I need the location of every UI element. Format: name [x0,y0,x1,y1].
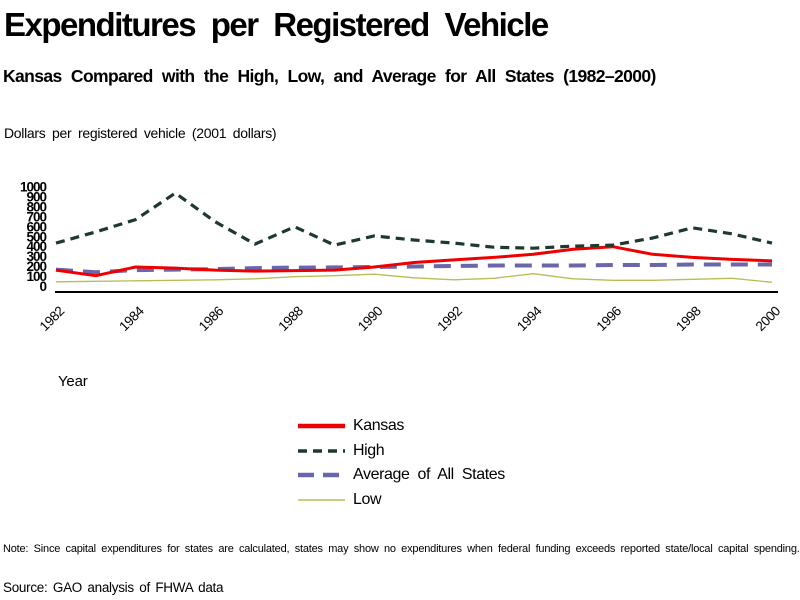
legend-swatch-high [298,449,345,453]
legend-swatch-kansas [298,424,345,429]
x-tick-label: 1990 [355,304,385,334]
page-title: Expenditures per Registered Vehicle [4,6,549,43]
x-tick-label: 1996 [594,304,624,334]
y-tick-label: 600 [26,219,46,234]
x-tick-label: 1994 [514,303,545,334]
y-tick-label: 0 [39,279,46,294]
y-tick-label: 1000 [20,180,47,195]
y-tick-label: 300 [26,249,46,264]
series-line-kansas [55,245,773,278]
footnote-text: Note: Since capital expenditures for sta… [3,543,800,555]
y-tick-label: 100 [26,269,46,284]
legend-label-high: High [353,441,385,459]
source-text: Source: GAO analysis of FHWA data [3,580,224,595]
y-tick-label: 500 [26,229,46,244]
x-tick-label: 1992 [434,304,464,334]
x-tick-label: 1988 [275,304,305,334]
x-tick-label: 1982 [37,304,67,334]
legend-label-low: Low [353,490,382,508]
legend-item-high: High [298,439,505,464]
legend-swatch-low [298,499,345,501]
page-subtitle: Kansas Compared with the High, Low, and … [3,66,656,86]
legend-label-kansas: Kansas [353,417,404,435]
y-tick-label: 700 [26,209,46,224]
legend-item-kansas: Kansas [298,414,505,439]
y-tick-label: 200 [26,259,46,274]
x-tick-label: 2000 [753,304,783,334]
legend-item-low: Low [298,488,505,513]
chart-legend: Kansas High Average of All States Low [298,414,505,512]
x-tick-label: 1986 [196,304,226,334]
legend-swatch-average [298,473,345,478]
y-tick-label: 400 [26,239,46,254]
x-tick-label: 1998 [673,304,703,334]
series-line-low [55,273,773,283]
legend-label-average: Average of All States [353,466,505,484]
x-axis-label: Year [58,373,88,390]
y-tick-label: 800 [26,199,46,214]
y-axis-unit-label: Dollars per registered vehicle (2001 dol… [4,125,277,141]
series-line-high [55,191,773,250]
x-tick-label: 1984 [116,303,147,334]
y-tick-label: 900 [26,189,46,204]
legend-item-average: Average of All States [298,463,505,488]
